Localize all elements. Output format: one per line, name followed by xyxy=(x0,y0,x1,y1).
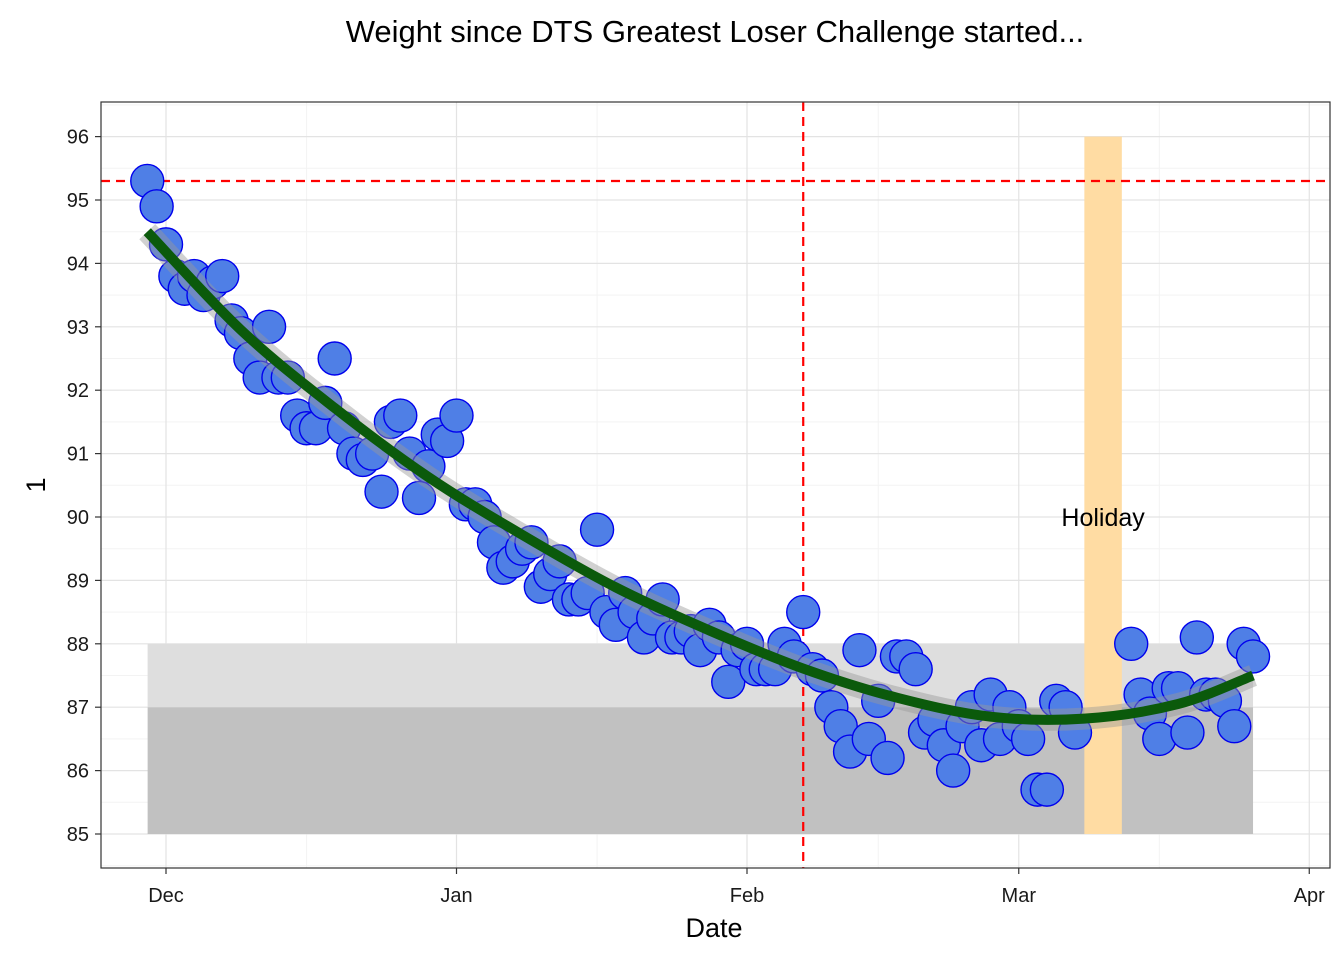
data-point xyxy=(317,341,352,376)
y-tick-label: 90 xyxy=(67,507,89,529)
x-tick-label: Feb xyxy=(730,885,764,907)
y-axis: 85 86 87 88 89 90 91 92 93 94 95 96 xyxy=(67,127,101,846)
data-point xyxy=(579,512,615,547)
trend-line-group xyxy=(139,224,1258,731)
y-tick-label: 85 xyxy=(67,824,89,846)
y-tick-label: 89 xyxy=(67,570,89,592)
y-tick-label: 96 xyxy=(67,127,89,149)
data-point xyxy=(364,474,399,509)
data-point xyxy=(898,651,933,687)
data-point xyxy=(1235,639,1271,674)
data-point xyxy=(1217,709,1252,744)
data-point xyxy=(1170,715,1205,750)
data-point xyxy=(870,740,905,776)
y-axis-title: 1 xyxy=(21,477,51,492)
data-point xyxy=(439,398,474,433)
x-axis-title: Date xyxy=(685,913,742,943)
data-point xyxy=(1114,626,1149,661)
chart-title: Weight since DTS Greatest Loser Challeng… xyxy=(345,14,1085,49)
trend-line xyxy=(143,228,1255,725)
holiday-label: Holiday xyxy=(1061,504,1145,532)
data-point xyxy=(1179,620,1215,655)
data-point xyxy=(139,189,174,224)
y-tick-label: 93 xyxy=(67,317,89,339)
x-tick-label: Apr xyxy=(1294,885,1325,907)
data-point xyxy=(205,258,240,294)
y-tick-label: 88 xyxy=(67,634,89,656)
y-tick-label: 94 xyxy=(67,253,89,275)
x-tick-label: Mar xyxy=(1002,885,1037,907)
y-tick-label: 87 xyxy=(67,697,89,719)
data-point xyxy=(935,753,971,788)
y-tick-label: 86 xyxy=(67,761,89,783)
data-point xyxy=(786,594,821,630)
y-tick-label: 91 xyxy=(67,444,89,466)
data-point xyxy=(383,398,418,433)
y-tick-label: 92 xyxy=(67,380,89,402)
data-point xyxy=(251,309,287,344)
data-point xyxy=(401,480,437,516)
data-point xyxy=(1142,721,1177,757)
data-point xyxy=(842,632,877,668)
reference-lines xyxy=(101,102,1330,868)
x-tick-label: Jan xyxy=(440,885,472,907)
x-axis: Dec Jan Feb Mar Apr xyxy=(148,868,1325,907)
plot-border xyxy=(100,101,1331,869)
y-tick-label: 95 xyxy=(67,190,89,212)
data-point xyxy=(1029,772,1065,807)
x-tick-label: Dec xyxy=(148,885,184,907)
